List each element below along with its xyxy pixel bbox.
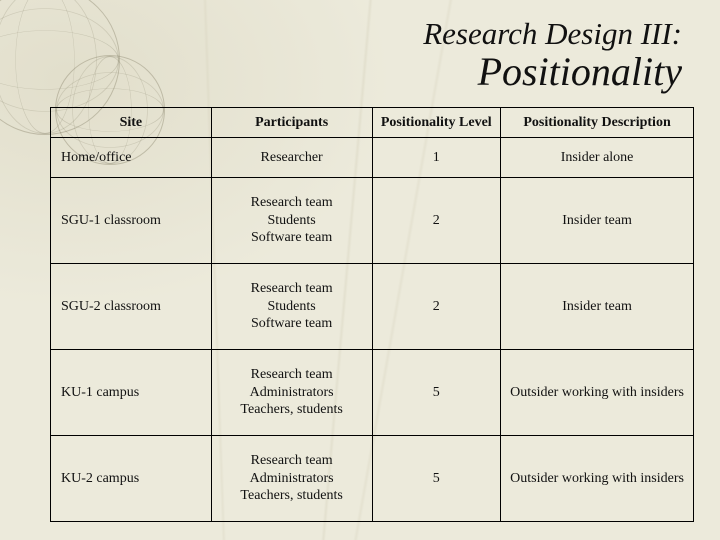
cell-site: SGU-1 classroom bbox=[51, 178, 212, 264]
positionality-table-container: Site Participants Positionality Level Po… bbox=[0, 103, 720, 540]
table-row: KU-2 campus Research team Administrators… bbox=[51, 435, 694, 521]
cell-participants: Researcher bbox=[211, 138, 372, 178]
table-header-row: Site Participants Positionality Level Po… bbox=[51, 107, 694, 138]
cell-description: Outsider working with insiders bbox=[501, 350, 694, 436]
cell-level: 2 bbox=[372, 264, 501, 350]
cell-description: Insider team bbox=[501, 178, 694, 264]
cell-site: KU-2 campus bbox=[51, 435, 212, 521]
cell-level: 2 bbox=[372, 178, 501, 264]
table-row: KU-1 campus Research team Administrators… bbox=[51, 350, 694, 436]
cell-level: 1 bbox=[372, 138, 501, 178]
col-header-level: Positionality Level bbox=[372, 107, 501, 138]
title-line-2: Positionality bbox=[0, 51, 682, 93]
table-row: Home/office Researcher 1 Insider alone bbox=[51, 138, 694, 178]
cell-participants: Research team Students Software team bbox=[211, 264, 372, 350]
table-row: SGU-2 classroom Research team Students S… bbox=[51, 264, 694, 350]
cell-site: KU-1 campus bbox=[51, 350, 212, 436]
cell-description: Insider alone bbox=[501, 138, 694, 178]
cell-description: Insider team bbox=[501, 264, 694, 350]
positionality-table: Site Participants Positionality Level Po… bbox=[50, 107, 694, 522]
cell-description: Outsider working with insiders bbox=[501, 435, 694, 521]
title-line-1: Research Design III: bbox=[0, 18, 682, 51]
slide-content: Research Design III: Positionality Site … bbox=[0, 0, 720, 540]
cell-participants: Research team Students Software team bbox=[211, 178, 372, 264]
col-header-site: Site bbox=[51, 107, 212, 138]
cell-participants: Research team Administrators Teachers, s… bbox=[211, 350, 372, 436]
slide-title: Research Design III: Positionality bbox=[0, 0, 720, 103]
col-header-description: Positionality Description bbox=[501, 107, 694, 138]
cell-level: 5 bbox=[372, 435, 501, 521]
cell-level: 5 bbox=[372, 350, 501, 436]
col-header-participants: Participants bbox=[211, 107, 372, 138]
cell-site: SGU-2 classroom bbox=[51, 264, 212, 350]
table-row: SGU-1 classroom Research team Students S… bbox=[51, 178, 694, 264]
table-body: Home/office Researcher 1 Insider alone S… bbox=[51, 138, 694, 522]
cell-participants: Research team Administrators Teachers, s… bbox=[211, 435, 372, 521]
cell-site: Home/office bbox=[51, 138, 212, 178]
